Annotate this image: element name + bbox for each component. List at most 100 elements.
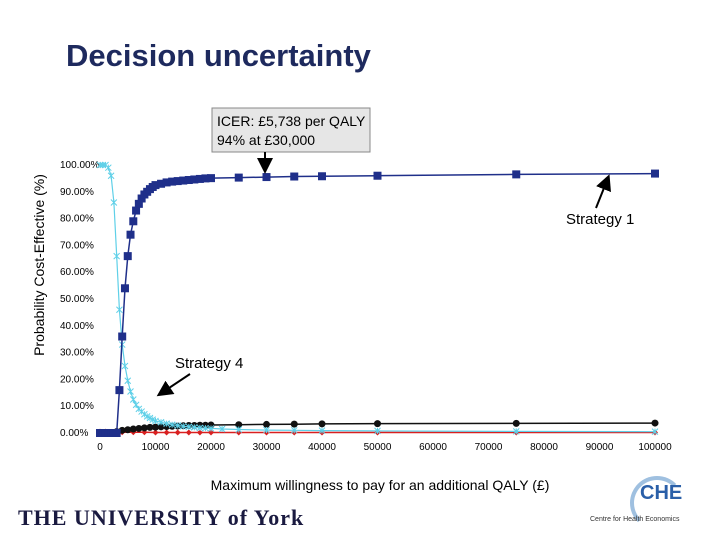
data-point bbox=[235, 421, 243, 429]
data-point bbox=[207, 174, 215, 183]
y-tick-labels: 0.00% 10.00% 20.00% 30.00% 40.00% 50.00% 60.00… bbox=[60, 160, 100, 439]
y-tick-label: 100.00% bbox=[60, 160, 100, 171]
slide-title: Decision uncertainty bbox=[66, 38, 371, 73]
data-point bbox=[190, 424, 198, 431]
data-point bbox=[104, 164, 112, 172]
data-point bbox=[262, 173, 271, 182]
data-point bbox=[135, 424, 143, 432]
x-tick-label: 30000 bbox=[253, 442, 281, 453]
data-point bbox=[129, 425, 137, 433]
data-point bbox=[179, 176, 188, 185]
che-logo-ring-icon bbox=[630, 476, 684, 530]
data-point bbox=[163, 429, 170, 436]
data-point bbox=[185, 423, 193, 431]
data-point bbox=[202, 424, 209, 432]
data-point bbox=[157, 423, 165, 431]
data-point bbox=[207, 425, 215, 432]
data-point bbox=[512, 419, 520, 427]
data-point bbox=[318, 427, 326, 434]
data-point bbox=[152, 417, 159, 425]
x-tick-label: 60000 bbox=[419, 442, 447, 453]
data-point bbox=[120, 284, 129, 293]
data-point bbox=[118, 332, 127, 341]
y-tick-label: 80.00% bbox=[60, 214, 94, 225]
icer-callout: ICER: £5,738 per QALY 94% at £30,000 bbox=[211, 107, 371, 174]
x-tick-label: 20000 bbox=[197, 442, 225, 453]
data-point bbox=[374, 427, 381, 435]
series-layer bbox=[96, 161, 659, 437]
data-point bbox=[124, 426, 132, 434]
data-point bbox=[174, 422, 182, 429]
y-tick-label: 70.00% bbox=[60, 240, 94, 251]
x-axis-title: Maximum willingness to pay for an additi… bbox=[211, 477, 550, 493]
data-point bbox=[374, 420, 381, 428]
x-tick-label: 40000 bbox=[308, 442, 336, 453]
data-point bbox=[179, 422, 187, 430]
data-point bbox=[152, 429, 159, 436]
data-point bbox=[96, 161, 104, 169]
data-point bbox=[126, 230, 135, 239]
data-point bbox=[235, 426, 243, 433]
data-point bbox=[201, 174, 210, 183]
data-point bbox=[107, 172, 115, 180]
x-tick-label: 10000 bbox=[142, 442, 170, 453]
icer-callout-line2: 94% at £30,000 bbox=[217, 132, 315, 148]
data-point bbox=[146, 423, 154, 431]
data-point bbox=[162, 178, 171, 187]
data-point bbox=[512, 170, 521, 179]
data-point bbox=[152, 423, 159, 431]
data-point bbox=[99, 161, 107, 169]
data-point bbox=[157, 179, 166, 188]
data-point bbox=[168, 421, 176, 429]
data-point bbox=[163, 420, 170, 427]
data-point bbox=[115, 386, 124, 395]
y-tick-label: 10.00% bbox=[60, 401, 94, 412]
x-tick-label: 90000 bbox=[586, 442, 614, 453]
series-square bbox=[96, 169, 659, 437]
data-point bbox=[129, 396, 137, 403]
data-point bbox=[290, 420, 298, 428]
icer-callout-line1: ICER: £5,738 per QALY bbox=[217, 113, 366, 129]
y-axis-title: Probability Cost-Effective (%) bbox=[31, 174, 47, 356]
data-point bbox=[129, 217, 138, 226]
data-point bbox=[373, 171, 382, 180]
data-point bbox=[651, 428, 659, 436]
strategy-1-label: Strategy 1 bbox=[566, 211, 634, 228]
data-point bbox=[134, 199, 143, 208]
strategy-4-arrow bbox=[156, 373, 191, 397]
data-point bbox=[132, 206, 141, 215]
series-line bbox=[100, 164, 656, 433]
x-tick-label: 100000 bbox=[638, 442, 672, 453]
y-tick-label: 20.00% bbox=[60, 374, 94, 385]
x-tick-label: 0 bbox=[97, 442, 103, 453]
data-point bbox=[121, 362, 129, 370]
che-logo: CHE Centre for Health Economics bbox=[590, 476, 710, 534]
data-point bbox=[113, 252, 121, 260]
x-tick-label: 50000 bbox=[364, 442, 392, 453]
data-point bbox=[151, 181, 160, 190]
data-point bbox=[190, 175, 199, 184]
data-point bbox=[196, 424, 204, 432]
che-logo-mark: CHE bbox=[640, 482, 683, 504]
y-tick-label: 60.00% bbox=[60, 267, 94, 278]
data-point bbox=[195, 174, 204, 183]
data-point bbox=[196, 429, 203, 436]
data-point bbox=[651, 169, 659, 178]
strategy-1-arrow bbox=[595, 174, 611, 209]
y-tick-label: 30.00% bbox=[60, 348, 94, 359]
data-point bbox=[127, 388, 134, 395]
data-point bbox=[168, 177, 177, 186]
x-tick-label: 70000 bbox=[475, 442, 503, 453]
icer-callout-box bbox=[211, 107, 371, 153]
data-point bbox=[157, 418, 165, 426]
data-point bbox=[290, 172, 299, 181]
x-tick-labels: 0 10000 20000 30000 40000 50000 60000 70000 8000… bbox=[97, 442, 672, 453]
series-star bbox=[96, 161, 659, 436]
che-logo-subtitle: Centre for Health Economics bbox=[590, 516, 680, 523]
data-point bbox=[185, 429, 192, 436]
data-point bbox=[208, 429, 214, 436]
data-point bbox=[132, 401, 140, 409]
y-tick-label: 40.00% bbox=[60, 321, 94, 332]
y-tick-label: 50.00% bbox=[60, 294, 94, 305]
